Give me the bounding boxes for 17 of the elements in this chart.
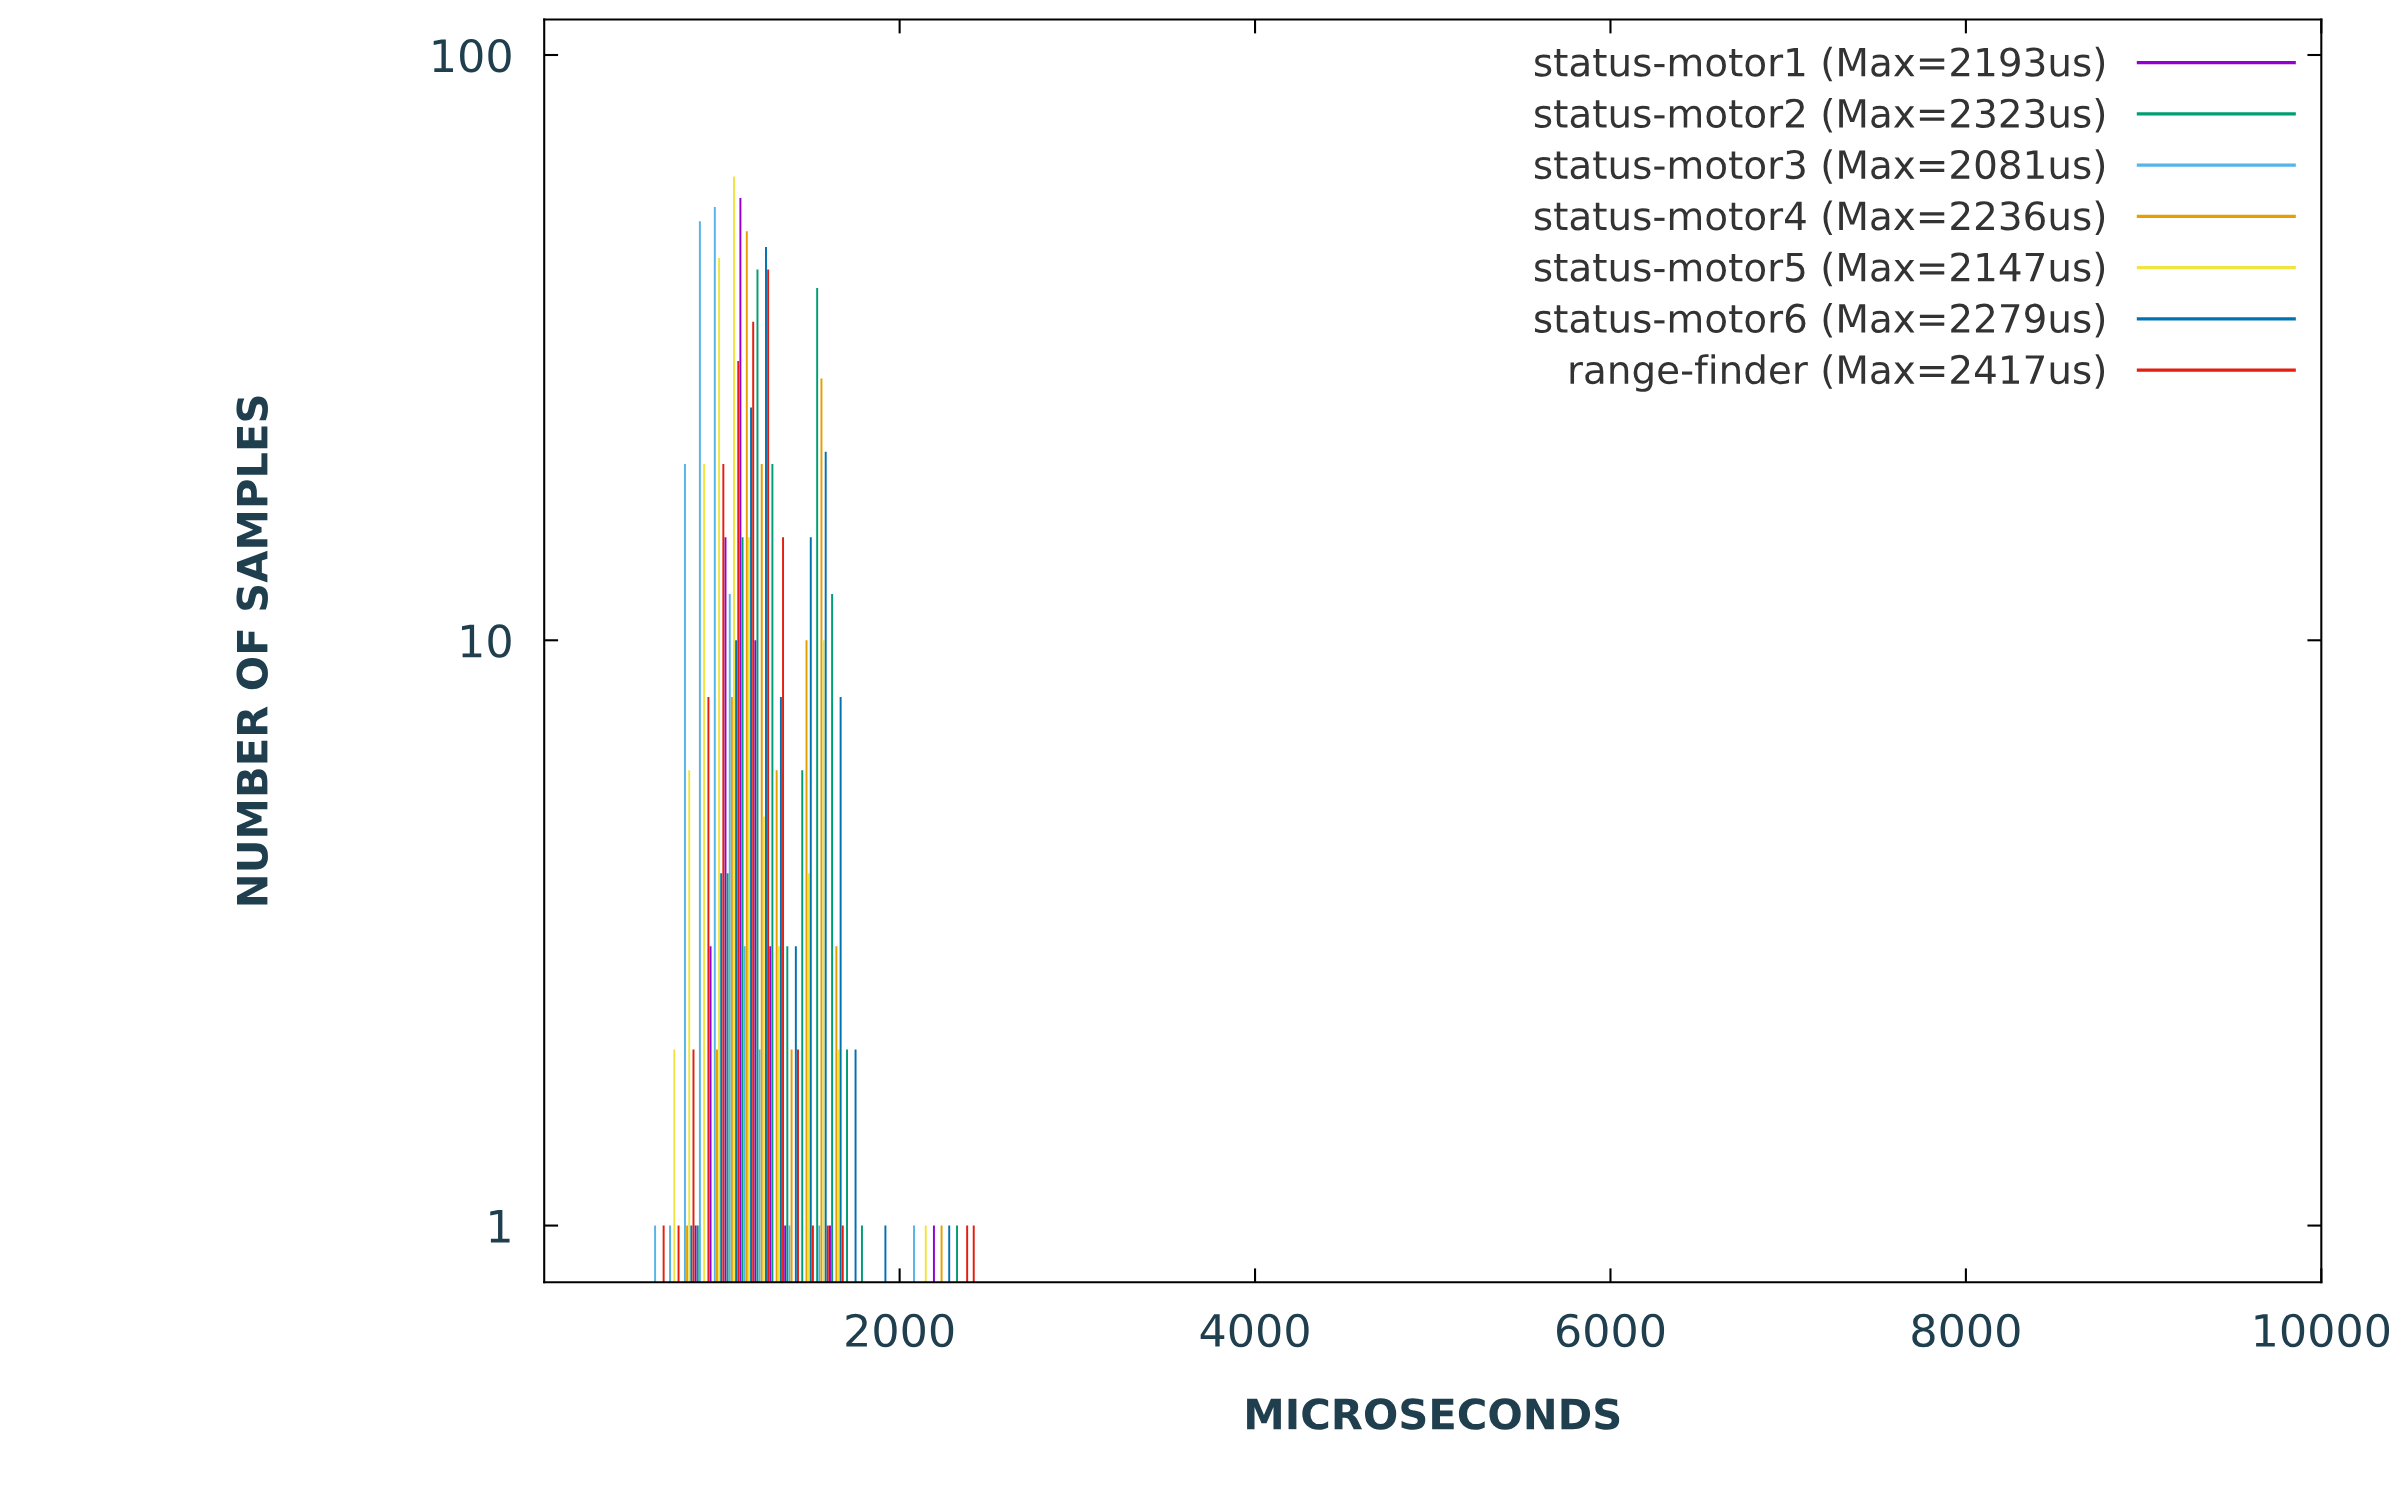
legend-label: range-finder (Max=2417us) [1570, 354, 2105, 392]
x-tick-label: 4000 [1200, 1313, 1309, 1348]
legend-label: status-motor5 (Max=2147us) [1535, 251, 2105, 287]
legend-label: status-motor4 (Max=2236us) [1535, 200, 2105, 236]
y-tick-label: 10 [461, 624, 511, 658]
legend-label: status-motor1 (Max=2193us) [1535, 46, 2105, 82]
y-axis-title: NUMBER OF SAMPLES [236, 396, 268, 905]
legend-label: status-motor2 (Max=2323us) [1535, 97, 2105, 133]
legend-label: status-motor3 (Max=2081us) [1535, 149, 2105, 184]
y-tick-label: 100 [433, 38, 511, 73]
x-tick-label: 2000 [846, 1313, 954, 1348]
x-axis-title: MICROSECONDS [1247, 1398, 1620, 1430]
x-tick-label: 10000 [2255, 1313, 2390, 1348]
legend-label: status-motor6 (Max=2279us) [1535, 302, 2105, 338]
x-tick-label: 6000 [1557, 1313, 1665, 1348]
y-tick-label: 1 [490, 1210, 510, 1243]
x-tick-label: 8000 [1912, 1313, 2020, 1348]
